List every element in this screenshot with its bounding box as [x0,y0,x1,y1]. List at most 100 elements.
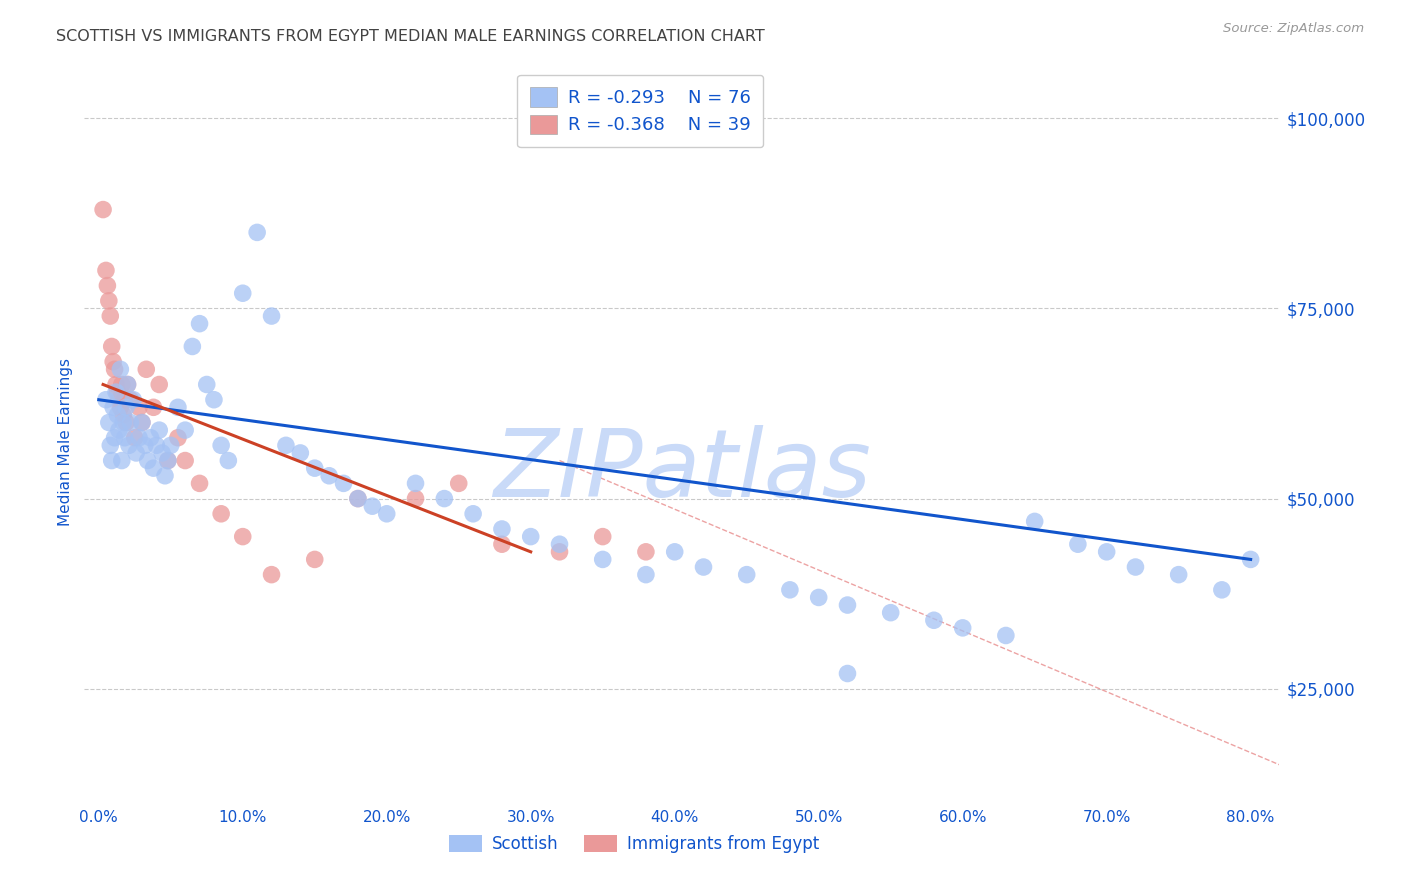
Text: ZIPatlas: ZIPatlas [494,425,870,516]
Point [167,401,190,415]
Point [110,362,132,376]
Point [111,453,134,467]
Point [181,339,204,353]
Point [110,401,132,415]
Point [104,362,127,376]
Point [232,286,254,301]
Point [1024,515,1046,529]
Point [100,339,122,353]
Point [98,438,121,452]
Point [837,598,859,612]
Point [115,401,138,415]
Point [145,438,167,452]
Point [332,476,354,491]
Legend: Scottish, Immigrants from Egypt: Scottish, Immigrants from Egypt [441,828,827,860]
Point [491,522,513,536]
Point [114,392,136,407]
Point [1167,567,1189,582]
Point [692,560,714,574]
Point [156,453,179,467]
Point [114,431,136,445]
Point [97,293,120,308]
Point [120,392,142,407]
Point [592,552,614,566]
Point [139,431,162,445]
Point [209,507,232,521]
Point [108,423,131,437]
Point [664,545,686,559]
Point [347,491,370,506]
Point [807,591,830,605]
Point [156,453,179,467]
Point [108,392,131,407]
Point [405,476,427,491]
Point [105,377,128,392]
Point [142,401,165,415]
Point [634,545,657,559]
Point [592,530,614,544]
Point [779,582,801,597]
Point [188,317,211,331]
Point [125,446,148,460]
Point [260,567,283,582]
Point [115,416,138,430]
Y-axis label: Median Male Earnings: Median Male Earnings [58,358,73,525]
Point [202,392,225,407]
Point [153,468,176,483]
Point [246,226,269,240]
Point [463,507,485,521]
Point [952,621,974,635]
Point [148,377,170,392]
Point [112,408,135,422]
Point [405,491,427,506]
Text: SCOTTISH VS IMMIGRANTS FROM EGYPT MEDIAN MALE EARNINGS CORRELATION CHART: SCOTTISH VS IMMIGRANTS FROM EGYPT MEDIAN… [56,29,765,44]
Point [148,423,170,437]
Point [217,453,239,467]
Point [131,416,153,430]
Point [118,438,141,452]
Point [135,362,157,376]
Point [922,613,945,627]
Point [96,278,118,293]
Point [107,385,129,400]
Point [188,476,211,491]
Point [94,392,117,407]
Point [150,446,173,460]
Point [290,446,312,460]
Point [131,416,153,430]
Point [94,263,117,277]
Point [128,401,150,415]
Point [1095,545,1118,559]
Point [1067,537,1090,551]
Point [136,453,159,467]
Point [634,567,657,582]
Point [519,530,541,544]
Point [101,354,124,368]
Point [117,377,139,392]
Point [304,552,326,566]
Point [120,416,142,430]
Point [174,453,197,467]
Point [375,507,398,521]
Point [174,423,197,437]
Point [128,431,150,445]
Point [994,628,1017,642]
Point [134,438,156,452]
Point [105,385,128,400]
Point [117,377,139,392]
Point [100,453,122,467]
Point [304,461,326,475]
Point [195,377,218,392]
Point [347,491,370,506]
Point [735,567,758,582]
Point [98,309,121,323]
Point [142,461,165,475]
Point [1211,582,1233,597]
Point [97,416,120,430]
Point [361,499,384,513]
Point [101,401,124,415]
Point [447,476,470,491]
Point [91,202,114,217]
Point [107,408,129,422]
Point [318,468,340,483]
